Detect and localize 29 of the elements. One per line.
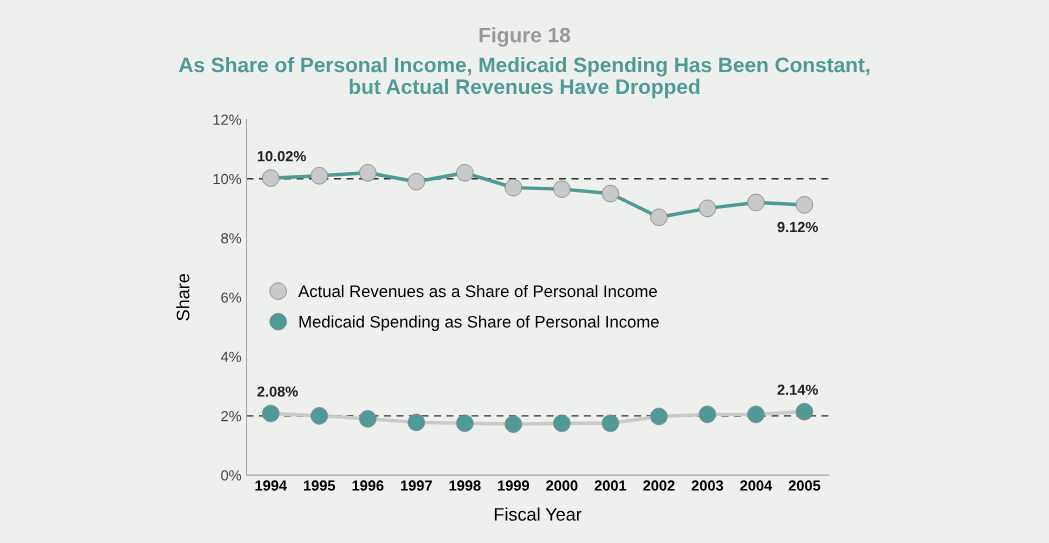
x-tick-label: 1996 — [352, 480, 384, 491]
x-tick-label: 2004 — [740, 480, 773, 491]
x-tick-label: 2000 — [546, 480, 578, 491]
y-tick-label: 0% — [221, 470, 242, 481]
data-label: 2.08% — [257, 386, 298, 397]
y-tick-label: 8% — [221, 233, 242, 244]
y-tick-label: 12% — [213, 114, 242, 125]
legend-label: Actual Revenues as a Share of Personal Income — [298, 284, 657, 298]
x-tick-label: 2001 — [594, 480, 627, 491]
data-label: 10.02% — [257, 151, 306, 162]
data-label: 2.14% — [777, 384, 818, 395]
y-tick-label: 4% — [220, 351, 242, 362]
x-tick-label: 2003 — [691, 480, 724, 491]
y-tick-label: 6% — [221, 292, 242, 303]
y-tick-label: 2% — [221, 410, 242, 422]
x-tick-label: 2002 — [643, 480, 675, 491]
x-axis-title: Fiscal Year — [494, 507, 582, 521]
x-tick-label: 1998 — [449, 480, 481, 491]
y-tick-label: 10% — [213, 173, 242, 185]
legend-label: Medicaid Spending as Share of Personal Income — [299, 315, 659, 331]
data-label: 9.12% — [777, 221, 818, 233]
x-tick-label: 1995 — [303, 480, 336, 491]
x-tick-label: 2005 — [788, 480, 821, 491]
x-tick-label: 1997 — [401, 480, 432, 491]
y-axis-title: Share — [176, 274, 190, 321]
x-tick-label: 1999 — [498, 480, 530, 491]
chart-subtitle: As Share of Personal Income, Medicaid Spending Has Been Constant, but Actual Revenues Have Dropped — [178, 57, 870, 99]
x-tick-label: 1994 — [255, 480, 287, 491]
chart-title: Figure 18 — [479, 27, 571, 47]
